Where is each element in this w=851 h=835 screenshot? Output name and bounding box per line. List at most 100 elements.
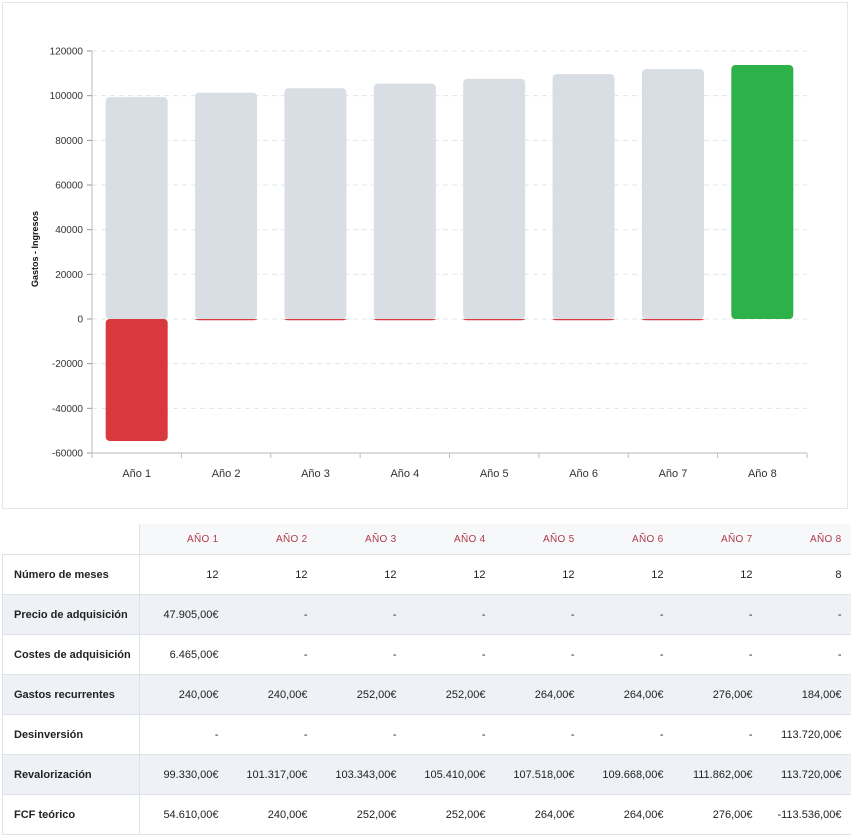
bar-revalorizacion <box>105 97 168 320</box>
table-row: Costes de adquisición 6.465,00€ - - - - - - - <box>2 634 851 675</box>
row-label: Revalorización <box>2 754 140 795</box>
table-cell: 103.343,00€ <box>317 754 407 795</box>
y-tick-label: 120000 <box>50 47 84 58</box>
table-cell: 12 <box>406 554 496 595</box>
y-tick-label: 80000 <box>55 136 83 147</box>
table-cell: - <box>406 634 496 675</box>
table-cell: - <box>495 714 585 755</box>
y-tick-label: -60000 <box>52 449 84 460</box>
bar-fcf <box>195 319 258 321</box>
y-tick-label: 40000 <box>55 225 83 236</box>
bar-revalorizacion <box>552 74 615 319</box>
col-header: AÑO 7 <box>673 524 763 555</box>
y-tick-label: 0 <box>77 315 83 326</box>
bar-revalorizacion <box>641 69 704 319</box>
x-tick-label: Año 8 <box>748 468 777 480</box>
bar-fcf <box>641 319 704 321</box>
table-cell: 12 <box>495 554 585 595</box>
table-cell: - <box>673 634 763 675</box>
table-cell: - <box>228 634 318 675</box>
col-header: AÑO 8 <box>762 524 851 555</box>
table-cell: 184,00€ <box>762 674 851 715</box>
y-tick-label: 60000 <box>55 181 83 192</box>
col-header: AÑO 1 <box>139 524 229 555</box>
table-cell: - <box>317 634 407 675</box>
table-cell: - <box>584 714 674 755</box>
row-label: Precio de adquisición <box>2 594 140 635</box>
table-cell: 264,00€ <box>495 794 585 835</box>
table-cell: 101.317,00€ <box>228 754 318 795</box>
bar-revalorizacion <box>195 92 258 319</box>
table-row: Desinversión - - - - - - -113.720,00€ <box>2 714 851 755</box>
col-header: AÑO 6 <box>584 524 674 555</box>
table-row: Revalorización 99.330,00€ 101.317,00€ 103.3… <box>2 754 851 795</box>
table-cell: 6.465,00€ <box>139 634 229 675</box>
table-cell: 252,00€ <box>406 794 496 835</box>
bar-fcf <box>105 319 168 441</box>
table-cell: - <box>317 714 407 755</box>
cashflow-table: AÑO 1 AÑO 2 AÑO 3 AÑO 4 AÑO 5 AÑO 6 AÑO … <box>2 524 851 835</box>
bar-chart: 120000 100000 80000 60000 40000 20000 0 -20000 -… <box>30 47 808 480</box>
y-tick-label: 100000 <box>50 91 84 102</box>
x-tick-label: Año 1 <box>122 468 151 480</box>
table-cell: - <box>495 594 585 635</box>
table-cell: 276,00€ <box>673 674 763 715</box>
table-cell: 264,00€ <box>495 674 585 715</box>
table-cell: -113.536,00€ <box>762 794 851 835</box>
y-tick-label: -20000 <box>52 359 84 370</box>
col-header: AÑO 5 <box>495 524 585 555</box>
table-cell: - <box>495 634 585 675</box>
table-corner <box>2 524 140 555</box>
x-tick-label: Año 7 <box>659 468 688 480</box>
row-label: Gastos recurrentes <box>2 674 140 715</box>
table-cell: - <box>584 634 674 675</box>
chart-card: 120000 100000 80000 60000 40000 20000 0 -20000 -… <box>2 2 848 509</box>
x-tick-label: Año 2 <box>212 468 241 480</box>
table-cell: 12 <box>228 554 318 595</box>
table-cell: 240,00€ <box>228 794 318 835</box>
y-tick-label: -40000 <box>52 404 84 415</box>
table-cell: 264,00€ <box>584 674 674 715</box>
table-cell: - <box>406 714 496 755</box>
table-cell: 276,00€ <box>673 794 763 835</box>
table-cell: 113.720,00€ <box>762 754 851 795</box>
y-axis-label: Gastos - Ingresos <box>30 211 40 287</box>
table-cell: 47.905,00€ <box>139 594 229 635</box>
bar-revalorizacion <box>731 65 794 319</box>
table-cell: - <box>673 714 763 755</box>
table-cell: 240,00€ <box>139 674 229 715</box>
bar-fcf <box>552 319 615 321</box>
table-row: FCF teórico 54.610,00€ 240,00€ 252,00€ 252,0… <box>2 794 851 835</box>
row-label: FCF teórico <box>2 794 140 835</box>
table-cell: - <box>139 714 229 755</box>
table-cell: 12 <box>584 554 674 595</box>
bar-revalorizacion <box>373 83 436 319</box>
table-cell: 264,00€ <box>584 794 674 835</box>
table-cell: 252,00€ <box>406 674 496 715</box>
table-row: Precio de adquisición 47.905,00€ - - - - - - - <box>2 594 851 635</box>
bar-revalorizacion <box>284 88 347 320</box>
table-cell: - <box>317 594 407 635</box>
table-cell: - <box>228 594 318 635</box>
x-tick-label: Año 4 <box>390 468 419 480</box>
col-header: AÑO 4 <box>406 524 496 555</box>
table-cell: 107.518,00€ <box>495 754 585 795</box>
bar-revalorizacion <box>463 78 526 319</box>
bar-fcf <box>284 319 347 321</box>
table-cell: 54.610,00€ <box>139 794 229 835</box>
table-cell: 12 <box>317 554 407 595</box>
table-cell: 252,00€ <box>317 674 407 715</box>
table-row: Gastos recurrentes 240,00€ 240,00€ 252,00€ 2… <box>2 674 851 715</box>
table-cell: - <box>584 594 674 635</box>
table-row: Número de meses 12 12 12 12 12 12 12 8 <box>2 554 851 595</box>
table-cell: 8 <box>762 554 851 595</box>
table-header-row: AÑO 1 AÑO 2 AÑO 3 AÑO 4 AÑO 5 AÑO 6 AÑO … <box>2 524 851 555</box>
table-cell: 113.720,00€ <box>762 714 851 755</box>
table-cell: 105.410,00€ <box>406 754 496 795</box>
row-label: Costes de adquisición <box>2 634 140 675</box>
col-header: AÑO 2 <box>228 524 318 555</box>
table-cell: 109.668,00€ <box>584 754 674 795</box>
x-tick-label: Año 5 <box>480 468 509 480</box>
y-tick-label: 20000 <box>55 270 83 281</box>
table-cell: - <box>762 594 851 635</box>
